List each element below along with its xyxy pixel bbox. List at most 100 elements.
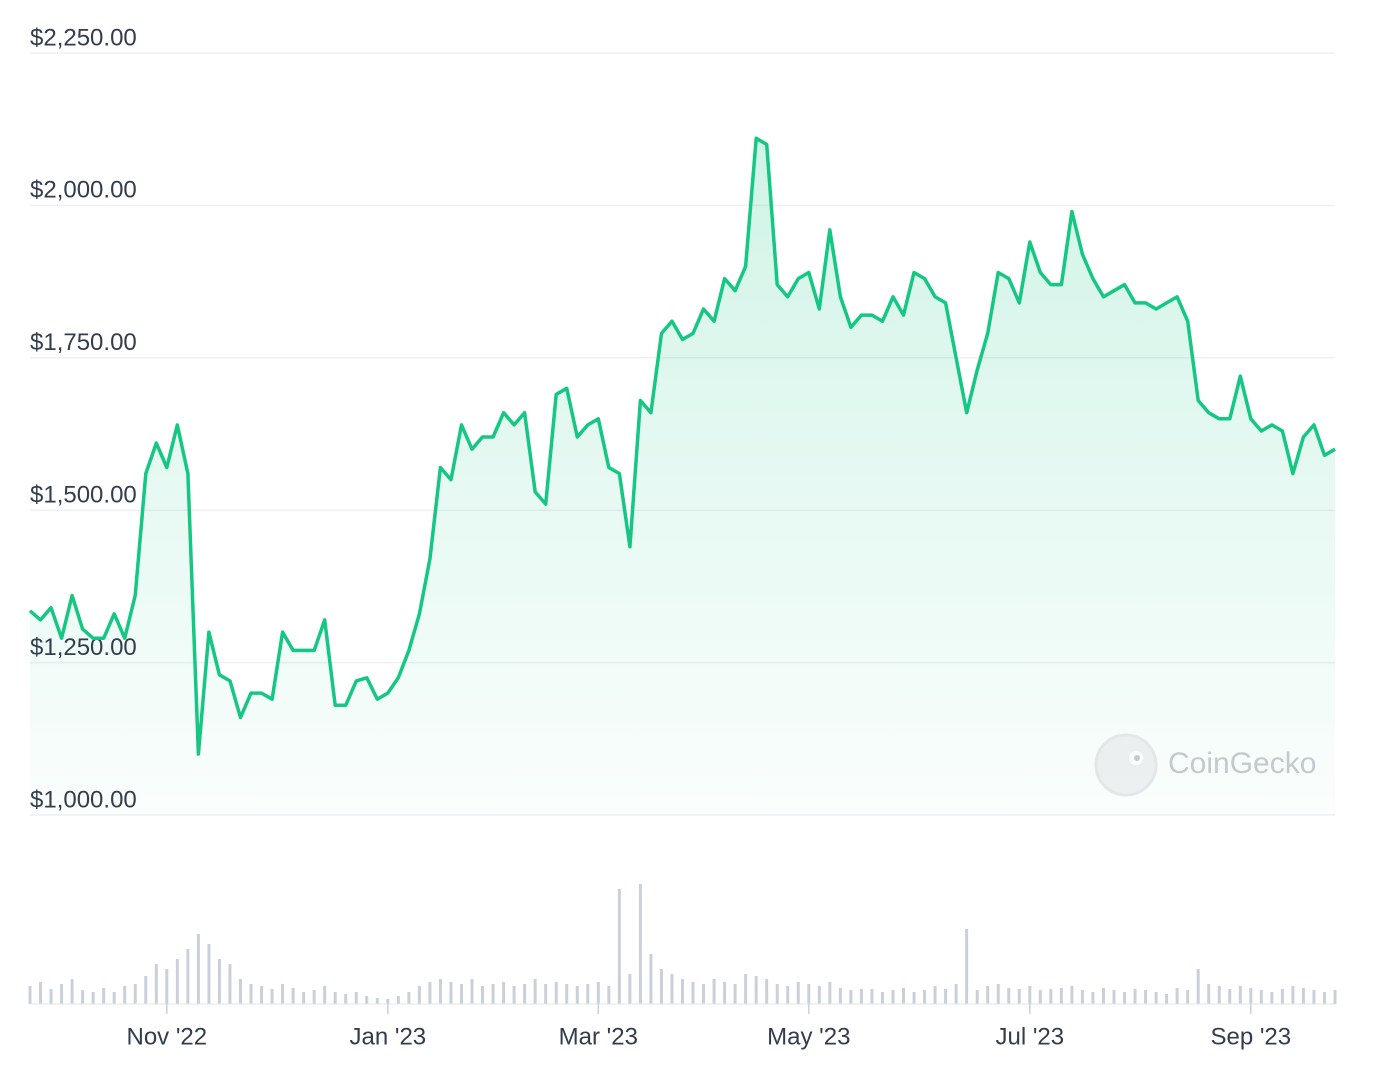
- volume-bar: [954, 984, 958, 1004]
- volume-bar: [407, 992, 411, 1004]
- volume-bar: [659, 969, 663, 1004]
- volume-bar: [912, 992, 916, 1004]
- volume-bar: [165, 969, 169, 1004]
- x-tick-label: Mar '23: [559, 1023, 638, 1050]
- volume-bar: [49, 989, 53, 1004]
- volume-bar: [607, 986, 611, 1004]
- volume-bar: [365, 996, 369, 1004]
- watermark-text: CoinGecko: [1168, 747, 1316, 780]
- x-tick-label: Nov '22: [127, 1023, 208, 1050]
- volume-bar: [596, 982, 600, 1004]
- x-tick-label: Jan '23: [350, 1023, 427, 1050]
- volume-bar: [796, 982, 800, 1004]
- volume-bar: [449, 982, 453, 1004]
- volume-bar: [91, 992, 95, 1004]
- volume-bar: [396, 996, 400, 1004]
- volume-bar: [712, 979, 716, 1004]
- volume-bar: [502, 982, 506, 1004]
- volume-bar: [670, 974, 674, 1004]
- volume-bar: [260, 986, 264, 1004]
- y-tick-label: $2,000.00: [30, 177, 137, 204]
- volume-bar: [828, 982, 832, 1004]
- volume-bar: [112, 992, 116, 1004]
- x-tick-label: May '23: [767, 1023, 850, 1050]
- volume-bar: [1333, 990, 1337, 1004]
- volume-bar: [60, 984, 64, 1004]
- volume-bar: [617, 889, 621, 1004]
- volume-bar: [786, 986, 790, 1004]
- volume-bar: [944, 989, 948, 1004]
- volume-bar: [70, 979, 74, 1004]
- volume-bar: [354, 992, 358, 1004]
- volume-bar: [1196, 969, 1200, 1004]
- volume-bar: [807, 984, 811, 1004]
- volume-bar: [1228, 989, 1232, 1004]
- volume-bar: [470, 979, 474, 1004]
- volume-bar: [512, 986, 516, 1004]
- volume-bar: [459, 984, 463, 1004]
- volume-bar: [249, 984, 253, 1004]
- y-tick-label: $1,500.00: [30, 482, 137, 509]
- volume-bar: [1144, 990, 1148, 1004]
- volume-bar: [1312, 990, 1316, 1004]
- volume-bar: [1059, 988, 1063, 1004]
- volume-bar: [81, 990, 85, 1004]
- volume-bar: [586, 984, 590, 1004]
- volume-bar: [1238, 986, 1242, 1004]
- volume-bar: [1091, 992, 1095, 1004]
- volume-bar: [175, 959, 179, 1004]
- volume-bar: [523, 984, 527, 1004]
- volume-bar: [417, 986, 421, 1004]
- volume-bar: [1123, 992, 1127, 1004]
- volume-bar: [238, 979, 242, 1004]
- y-tick-label: $1,000.00: [30, 786, 137, 813]
- watermark: CoinGecko: [1094, 733, 1316, 797]
- volume-bar: [302, 992, 306, 1004]
- volume-bar: [965, 929, 969, 1004]
- volume-bar: [554, 982, 558, 1004]
- volume-bar: [207, 944, 211, 1004]
- volume-bar: [702, 984, 706, 1004]
- volume-bar: [1112, 990, 1116, 1004]
- volume-bar: [144, 976, 148, 1004]
- volume-bar: [1249, 988, 1253, 1004]
- volume-bar: [386, 999, 390, 1004]
- volume-bar: [1270, 992, 1274, 1004]
- price-line: [28, 136, 1336, 756]
- volume-bar: [333, 992, 337, 1004]
- volume-bar: [859, 989, 863, 1004]
- volume-bar: [1154, 992, 1158, 1004]
- volume-bar: [996, 984, 1000, 1004]
- volume-bar: [123, 986, 127, 1004]
- volume-bar: [217, 959, 221, 1004]
- volume-bar: [323, 986, 327, 1004]
- volume-bar: [186, 949, 190, 1004]
- volume-bar: [986, 986, 990, 1004]
- volume-bar: [1322, 992, 1326, 1004]
- volume-bar: [775, 984, 779, 1004]
- volume-bar: [681, 979, 684, 1004]
- x-tick-label: Sep '23: [1210, 1023, 1291, 1050]
- volume-bar: [1017, 989, 1021, 1004]
- volume-bar: [1070, 986, 1074, 1004]
- volume-bar: [754, 976, 758, 1004]
- volume-bar: [1101, 988, 1105, 1004]
- y-tick-label: $1,750.00: [30, 329, 137, 356]
- volume-bar: [544, 984, 548, 1004]
- volume-bar: [1165, 994, 1169, 1004]
- volume-bar: [28, 986, 32, 1004]
- volume-bar: [1301, 988, 1305, 1004]
- x-tick-label: Jul '23: [995, 1023, 1064, 1050]
- volume-bar: [691, 982, 695, 1004]
- volume-bar: [291, 988, 295, 1004]
- volume-bar: [1217, 986, 1221, 1004]
- volume-bar: [1007, 988, 1011, 1004]
- volume-bar: [1133, 989, 1137, 1004]
- volume-bar: [281, 984, 285, 1004]
- volume-bar: [1207, 984, 1211, 1004]
- volume-bar: [870, 989, 874, 1004]
- volume-bar: [196, 934, 200, 1004]
- y-tick-label: $1,250.00: [30, 634, 137, 661]
- volume-bar: [533, 979, 537, 1004]
